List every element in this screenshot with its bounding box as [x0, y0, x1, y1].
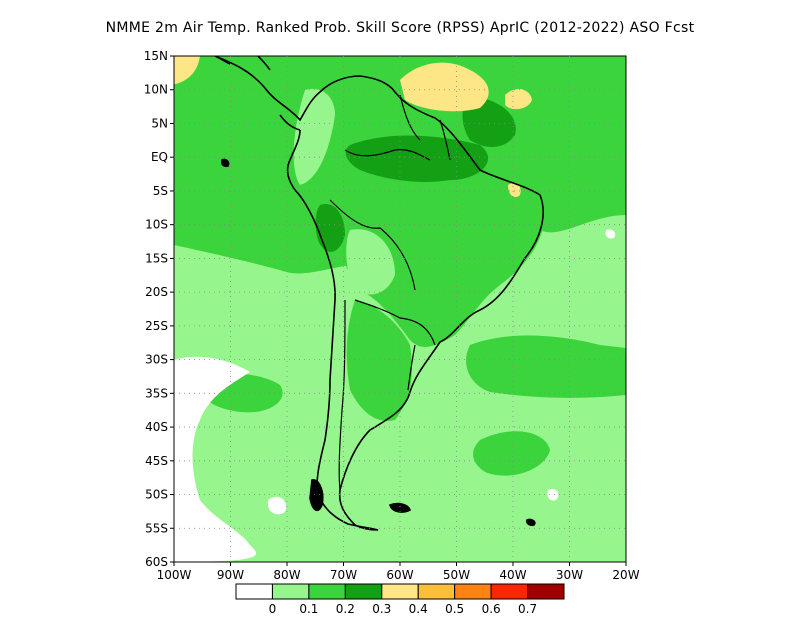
- colorbar-label: 0.3: [372, 602, 391, 616]
- lon-tick-label: 40W: [499, 568, 526, 582]
- lat-tick-label: 10S: [145, 218, 168, 232]
- colorbar-label: 0.6: [482, 602, 501, 616]
- lat-tick-label: 35S: [145, 386, 168, 400]
- colorbar-labels: 0 0.1 0.2 0.3 0.4 0.5 0.6 0.7: [269, 602, 537, 616]
- lon-tick-label: 30W: [556, 568, 583, 582]
- colorbar-swatch: [235, 583, 273, 600]
- colorbar-swatch: [490, 583, 529, 600]
- lon-tick-label: 80W: [273, 568, 300, 582]
- lat-tick-label: 20S: [145, 285, 168, 299]
- lat-tick-label: 10N: [144, 83, 168, 97]
- lat-tick-label: 40S: [145, 420, 168, 434]
- lon-tick-label: 100W: [157, 568, 192, 582]
- lat-tick-label: 30S: [145, 353, 168, 367]
- map-title: NMME 2m Air Temp. Ranked Prob. Skill Sco…: [105, 20, 695, 36]
- lat-tick-label: 15S: [145, 251, 168, 265]
- lat-tick-label: 15N: [144, 49, 168, 63]
- lon-tick-label: 70W: [330, 568, 357, 582]
- shaded-field: [174, 56, 626, 562]
- lon-tick-label: 60W: [386, 568, 413, 582]
- colorbar: [235, 583, 565, 600]
- lon-tick-label: 50W: [443, 568, 470, 582]
- colorbar-label: 0.5: [445, 602, 464, 616]
- lat-tick-label: 25S: [145, 319, 168, 333]
- lat-tick-label: 55S: [145, 521, 168, 535]
- colorbar-label: 0.7: [518, 602, 537, 616]
- colorbar-swatch: [344, 583, 383, 600]
- lat-tick-label: 50S: [145, 488, 168, 502]
- lat-tick-label: 5S: [153, 184, 168, 198]
- colorbar-label: 0.1: [299, 602, 318, 616]
- colorbar-swatch: [381, 583, 419, 600]
- lat-tick-label: EQ: [151, 150, 168, 164]
- lat-tick-label: 5N: [151, 116, 168, 130]
- colorbar-swatch: [454, 583, 492, 600]
- graticule: [174, 56, 626, 562]
- lon-tick-label: 20W: [612, 568, 639, 582]
- coastline: [214, 56, 544, 531]
- colorbar-label: 0: [269, 602, 277, 616]
- colorbar-swatch: [417, 583, 456, 600]
- longitude-labels: 100W 90W 80W 70W 60W 50W 40W 30W 20W: [157, 562, 640, 582]
- colorbar-label: 0.4: [409, 602, 428, 616]
- lon-tick-label: 90W: [217, 568, 244, 582]
- lat-tick-label: 45S: [145, 454, 168, 468]
- colorbar-label: 0.2: [336, 602, 355, 616]
- latitude-labels: 15N 10N 5N EQ 5S 10S 15S 20S 25S 30S 35S 40S 45S 50S 5…: [144, 49, 174, 569]
- colorbar-swatch: [527, 583, 565, 600]
- colorbar-swatch: [308, 583, 346, 600]
- lat-tick-label: 60S: [145, 555, 168, 569]
- colorbar-swatch: [271, 583, 310, 600]
